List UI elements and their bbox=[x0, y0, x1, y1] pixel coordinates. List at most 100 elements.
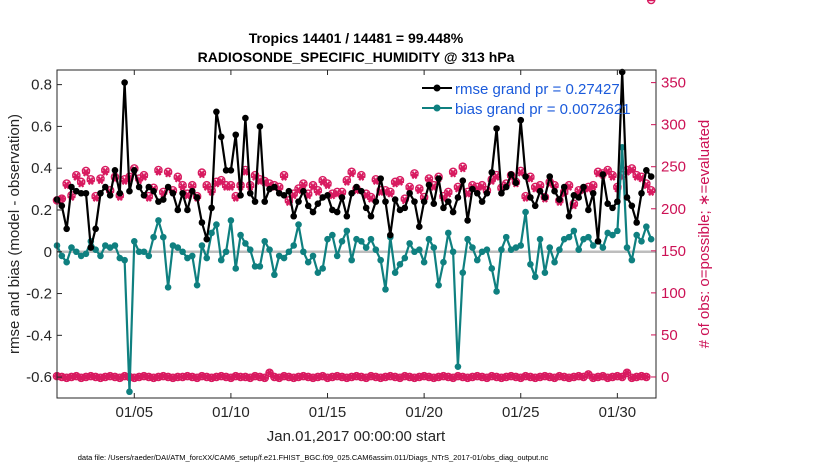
rmse-point bbox=[256, 123, 264, 130]
obs-evaluated-point-stroke bbox=[227, 182, 234, 191]
obs-evaluated-point bbox=[516, 168, 525, 177]
bias-point bbox=[420, 258, 428, 266]
bias-point bbox=[319, 265, 326, 272]
rmse-point bbox=[348, 189, 355, 197]
obs-zero-evaluated-point-stroke bbox=[445, 372, 452, 381]
obs-evaluated-point-stroke bbox=[358, 172, 365, 181]
obs-evaluated-point bbox=[357, 172, 366, 181]
obs-evaluated-point-stroke bbox=[527, 174, 534, 183]
obs-evaluated-point-stroke bbox=[184, 191, 191, 200]
obs-evaluated-point-stroke bbox=[604, 167, 611, 176]
obs-zero-evaluated-point-stroke bbox=[372, 372, 379, 381]
obs-evaluated-point-stroke bbox=[566, 182, 573, 191]
x-axis: 01/05 01/10 01/15 01/20 01/25 01/30 bbox=[116, 70, 636, 421]
obs-evaluated-point-stroke bbox=[314, 187, 321, 196]
obs-evaluated-point-stroke bbox=[648, 187, 655, 196]
obs-zero-evaluated-point-stroke bbox=[643, 372, 650, 381]
rmse-point bbox=[464, 217, 471, 224]
x-tick-label: 01/10 bbox=[212, 404, 250, 421]
obs-evaluated-point bbox=[449, 169, 458, 178]
obs-evaluated-point-stroke bbox=[493, 172, 500, 181]
rmse-point bbox=[527, 194, 534, 201]
rmse-point bbox=[111, 166, 119, 174]
legend-rmse-label: rmse grand pr = 0.27427 bbox=[455, 81, 620, 98]
obs-evaluated-point bbox=[410, 171, 419, 180]
rmse-point bbox=[459, 177, 467, 185]
bias-point bbox=[222, 248, 230, 256]
rmse-point bbox=[58, 202, 66, 210]
y-axis-right: 350 300 250 200 150 100 50 0 bbox=[651, 75, 686, 386]
bias-point bbox=[251, 263, 259, 270]
bias-point bbox=[415, 246, 423, 253]
rmse-point bbox=[406, 189, 413, 197]
data-file-caption: data file: /Users/raeder/DAI/ATM_forcXX/… bbox=[78, 453, 549, 462]
rmse-point bbox=[324, 192, 331, 199]
bias-point bbox=[285, 248, 293, 256]
obs-zero-evaluated-point-stroke bbox=[107, 372, 114, 381]
bias-point bbox=[396, 260, 404, 268]
rmse-point bbox=[333, 208, 341, 216]
rmse-point bbox=[580, 183, 587, 191]
rmse-point bbox=[213, 108, 220, 116]
obs-zero-evaluated-point-stroke bbox=[459, 372, 466, 381]
rmse-point bbox=[560, 183, 568, 191]
rmse-point bbox=[251, 198, 259, 205]
rmse-point bbox=[135, 183, 143, 191]
rmse-point bbox=[77, 189, 85, 197]
chart-title-line1: Tropics 14401 / 14481 = 99.448% bbox=[249, 30, 464, 46]
obs-zero-evaluated-point-stroke bbox=[305, 372, 312, 381]
obs-zero-evaluated-point-stroke bbox=[334, 372, 341, 381]
obs-evaluated-point bbox=[313, 187, 322, 196]
obs-evaluated-point-stroke bbox=[319, 177, 326, 186]
rmse-point bbox=[507, 171, 515, 178]
bias-point bbox=[193, 281, 201, 289]
obs-zero-evaluated-point-stroke bbox=[266, 368, 273, 377]
bias-point bbox=[333, 252, 341, 260]
obs-zero-evaluated-point-stroke bbox=[339, 372, 345, 381]
bias-point bbox=[633, 231, 640, 239]
legend: rmse grand pr = 0.27427 bias grand pr = … bbox=[422, 81, 631, 118]
bias-point bbox=[444, 229, 452, 237]
rmse-point bbox=[594, 238, 602, 245]
rmse-point bbox=[536, 187, 544, 195]
rmse-point bbox=[401, 204, 409, 212]
legend-bias-label: bias grand pr = 0.0072621 bbox=[455, 101, 631, 118]
rmse-point bbox=[130, 166, 138, 174]
obs-evaluated-point-stroke bbox=[450, 169, 457, 178]
bias-point bbox=[145, 252, 153, 260]
obs-zero-evaluated-point-stroke bbox=[426, 372, 432, 381]
rmse-point bbox=[242, 114, 249, 122]
rmse-point bbox=[647, 173, 655, 180]
rmse-point bbox=[121, 79, 128, 86]
obs-evaluated-point-stroke bbox=[174, 174, 181, 183]
obs-evaluated-point bbox=[173, 174, 182, 183]
bias-point bbox=[232, 265, 240, 272]
obs-evaluated-point-stroke bbox=[198, 170, 205, 179]
bias-point bbox=[208, 229, 215, 237]
rmse-point bbox=[126, 187, 133, 195]
rmse-point bbox=[92, 225, 99, 233]
obs-zero-evaluated-point-stroke bbox=[474, 372, 481, 381]
obs-zero-evaluated-point bbox=[642, 372, 651, 381]
rmse-point bbox=[106, 192, 114, 199]
bias-point bbox=[97, 252, 104, 260]
rmse-point bbox=[208, 204, 215, 212]
obs-zero-evaluated-point-stroke bbox=[401, 372, 408, 381]
bias-point bbox=[464, 235, 471, 243]
rmse-point bbox=[145, 183, 153, 191]
obs-evaluated-point-stroke bbox=[348, 169, 355, 178]
obs-evaluated-point bbox=[86, 177, 95, 186]
obs-zero-evaluated-point-stroke bbox=[368, 372, 374, 381]
bias-point bbox=[338, 238, 346, 245]
rmse-point bbox=[440, 204, 447, 212]
rmse-point bbox=[541, 194, 549, 201]
bias-point bbox=[242, 240, 249, 247]
obs-zero-evaluated-point-stroke bbox=[541, 372, 548, 381]
bias-point bbox=[280, 254, 288, 262]
bias-series bbox=[53, 143, 655, 396]
bias-point bbox=[483, 246, 491, 253]
rmse-point bbox=[430, 200, 438, 208]
bias-point bbox=[435, 281, 442, 289]
rmse-point bbox=[159, 196, 167, 203]
